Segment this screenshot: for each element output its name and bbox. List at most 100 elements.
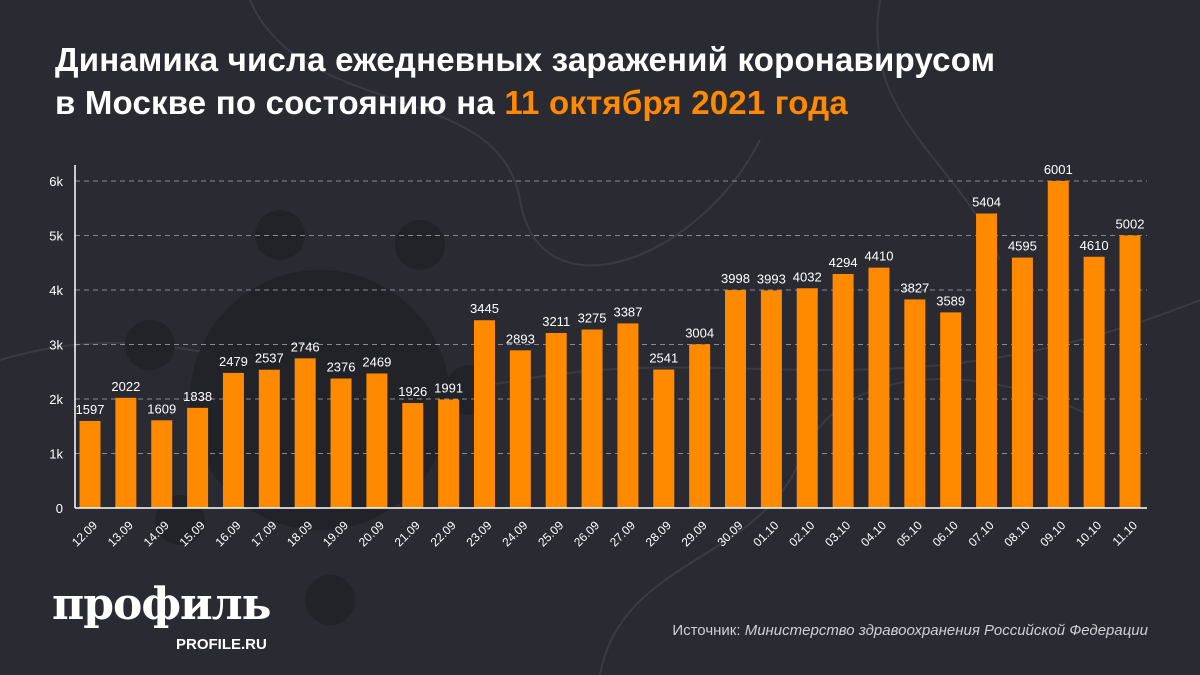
y-tick-label: 4k <box>49 283 63 298</box>
data-label: 3589 <box>936 293 965 308</box>
x-tick-label: 02.10 <box>786 518 817 549</box>
data-label: 2479 <box>219 354 248 369</box>
bar <box>222 372 244 508</box>
bar <box>689 344 711 508</box>
bar <box>976 213 998 508</box>
x-tick-label: 21.09 <box>392 518 423 549</box>
x-tick-label: 28.09 <box>643 518 674 549</box>
data-label: 3275 <box>578 311 607 326</box>
logo-wordmark: профиль <box>52 579 272 630</box>
title-line-1: Динамика числа ежедневных заражений коро… <box>55 41 996 78</box>
x-tick-label: 06.10 <box>930 518 961 549</box>
data-label: 4294 <box>829 255 858 270</box>
x-tick-label: 13.09 <box>105 518 136 549</box>
bar <box>187 407 209 508</box>
bar <box>904 299 926 508</box>
x-tick-label: 05.10 <box>894 518 925 549</box>
x-tick-label: 29.09 <box>679 518 710 549</box>
x-tick-label: 16.09 <box>212 518 243 549</box>
bar <box>1011 257 1033 508</box>
data-label: 3993 <box>757 271 786 286</box>
data-label: 2541 <box>649 351 678 366</box>
data-label: 2893 <box>506 331 535 346</box>
y-tick-label: 3k <box>49 338 63 353</box>
data-label: 1991 <box>434 380 463 395</box>
chart-title: Динамика числа ежедневных заражений коро… <box>55 38 995 124</box>
bar <box>402 403 424 508</box>
x-tick-label: 14.09 <box>141 518 172 549</box>
data-label: 3387 <box>613 304 642 319</box>
x-tick-label: 01.10 <box>750 518 781 549</box>
x-tick-label: 15.09 <box>177 518 208 549</box>
x-tick-label: 07.10 <box>966 518 997 549</box>
x-tick-label: 24.09 <box>499 518 530 549</box>
bar <box>1083 256 1105 508</box>
bar <box>1119 235 1141 509</box>
data-label: 6001 <box>1044 162 1073 177</box>
x-tick-label: 08.10 <box>1001 518 1032 549</box>
data-label: 1597 <box>76 402 105 417</box>
x-tick-label: 19.09 <box>320 518 351 549</box>
data-label: 1926 <box>398 384 427 399</box>
data-label: 4410 <box>865 249 894 264</box>
bar <box>115 397 137 508</box>
data-label: 2469 <box>362 354 391 369</box>
data-label: 1838 <box>183 389 212 404</box>
bar <box>653 369 675 508</box>
data-label: 5002 <box>1116 216 1145 231</box>
y-tick-label: 0 <box>56 501 63 516</box>
y-tick-label: 2k <box>49 392 63 407</box>
bar <box>725 290 747 508</box>
bar <box>832 273 854 508</box>
title-date: 11 октября 2021 года <box>504 84 848 121</box>
x-tick-label: 27.09 <box>607 518 638 549</box>
bar <box>760 290 782 508</box>
data-label: 3211 <box>542 314 570 329</box>
x-tick-label: 22.09 <box>428 518 459 549</box>
x-tick-label: 23.09 <box>463 518 494 549</box>
bar <box>366 373 388 508</box>
data-label: 4610 <box>1080 238 1109 253</box>
x-tick-label: 09.10 <box>1037 518 1068 549</box>
x-tick-label: 25.09 <box>535 518 566 549</box>
bar <box>545 333 567 508</box>
data-label: 4595 <box>1008 239 1037 254</box>
x-tick-label: 30.09 <box>715 518 746 549</box>
data-label: 3827 <box>900 280 929 295</box>
data-label: 4032 <box>793 269 822 284</box>
x-tick-label: 04.10 <box>858 518 889 549</box>
x-tick-label: 26.09 <box>571 518 602 549</box>
data-label: 3998 <box>721 271 750 286</box>
bar <box>473 320 495 508</box>
bar <box>258 369 280 508</box>
data-label: 3445 <box>470 301 499 316</box>
data-label: 2022 <box>111 379 140 394</box>
source-text: Министерство здравоохранения Российской … <box>744 622 1148 639</box>
bar <box>294 358 316 508</box>
bar <box>438 399 460 508</box>
x-tick-label: 10.10 <box>1073 518 1104 549</box>
x-tick-label: 18.09 <box>284 518 315 549</box>
bar <box>617 323 639 508</box>
y-tick-label: 5k <box>49 229 63 244</box>
x-tick-label: 11.10 <box>1110 518 1141 549</box>
data-label: 1609 <box>147 401 176 416</box>
data-label: 2537 <box>255 351 284 366</box>
logo-site: PROFILE.RU <box>176 636 267 653</box>
data-label: 2746 <box>291 339 320 354</box>
bar <box>940 312 962 508</box>
data-label: 2376 <box>327 360 356 375</box>
source-label: Источник: <box>672 622 745 639</box>
bar <box>868 267 890 508</box>
x-tick-label: 20.09 <box>356 518 387 549</box>
bar <box>79 420 101 508</box>
y-tick-label: 1k <box>49 447 63 462</box>
title-prefix: в Москве по состоянию на <box>55 84 505 121</box>
bar <box>1047 180 1069 508</box>
bar <box>796 288 818 508</box>
y-tick-label: 6k <box>49 174 63 189</box>
x-tick-label: 03.10 <box>822 518 853 549</box>
profile-logo: профиль PROFILE.RU <box>52 580 282 660</box>
x-tick-label: 12.09 <box>69 518 100 549</box>
